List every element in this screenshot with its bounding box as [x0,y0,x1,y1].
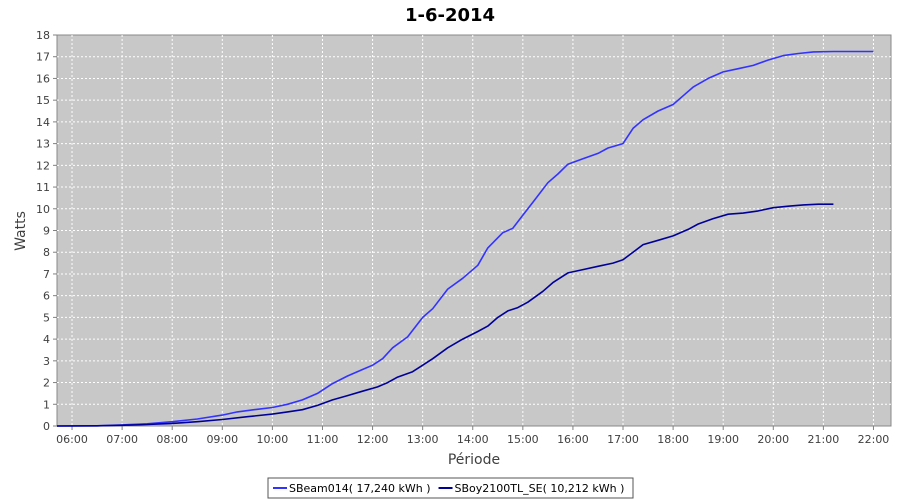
y-tick-label: 0 [43,420,50,433]
legend-label-2: SBoy2100TL_SE( 10,212 kWh ) [455,482,625,495]
series-line-1 [56,50,874,427]
x-tick-label: 21:00 [808,433,840,446]
y-tick-label: 15 [36,94,50,107]
y-tick-label: 9 [43,225,50,238]
y-tick-label: 18 [36,29,50,42]
x-axis-ticks: 06:00 07:00 08:00 09:00 10:00 11:00 12:00 13:00… [56,426,889,446]
grid-lines [57,35,891,426]
y-tick-label: 10 [36,203,50,216]
y-tick-label: 1 [43,398,50,411]
x-tick-label: 11:00 [307,433,339,446]
x-tick-label: 20:00 [757,433,789,446]
series-lines [56,50,874,427]
y-tick-label: 17 [36,51,50,64]
y-tick-label: 4 [43,333,50,346]
y-tick-label: 6 [43,290,50,303]
y-axis-label: Watts [13,211,29,251]
x-tick-label: 15:00 [507,433,539,446]
chart-title: 1-6-2014 [405,5,495,26]
y-tick-label: 3 [43,355,50,368]
x-tick-label: 07:00 [106,433,138,446]
y-tick-label: 2 [43,377,50,390]
y-tick-label: 5 [43,311,50,324]
series-line-2 [56,203,834,427]
y-tick-label: 11 [36,181,50,194]
x-tick-label: 18:00 [657,433,689,446]
y-tick-label: 12 [36,159,50,172]
x-tick-label: 12:00 [357,433,389,446]
x-axis-label: Période [448,452,500,468]
y-tick-label: 7 [43,268,50,281]
x-tick-label: 09:00 [206,433,238,446]
x-tick-label: 06:00 [56,433,88,446]
y-tick-label: 8 [43,246,50,259]
y-tick-label: 14 [36,116,50,129]
x-tick-label: 16:00 [557,433,589,446]
y-tick-label: 16 [36,72,50,85]
y-tick-label: 13 [36,138,50,151]
x-tick-label: 10:00 [257,433,289,446]
x-tick-label: 08:00 [156,433,188,446]
legend-label-1: SBeam014( 17,240 kWh ) [289,482,431,495]
x-tick-label: 17:00 [607,433,639,446]
x-tick-label: 22:00 [858,433,890,446]
x-tick-label: 19:00 [707,433,739,446]
x-tick-label: 13:00 [407,433,439,446]
x-tick-label: 14:00 [457,433,489,446]
legend: SBeam014( 17,240 kWh ) SBoy2100TL_SE( 10,… [267,477,634,499]
